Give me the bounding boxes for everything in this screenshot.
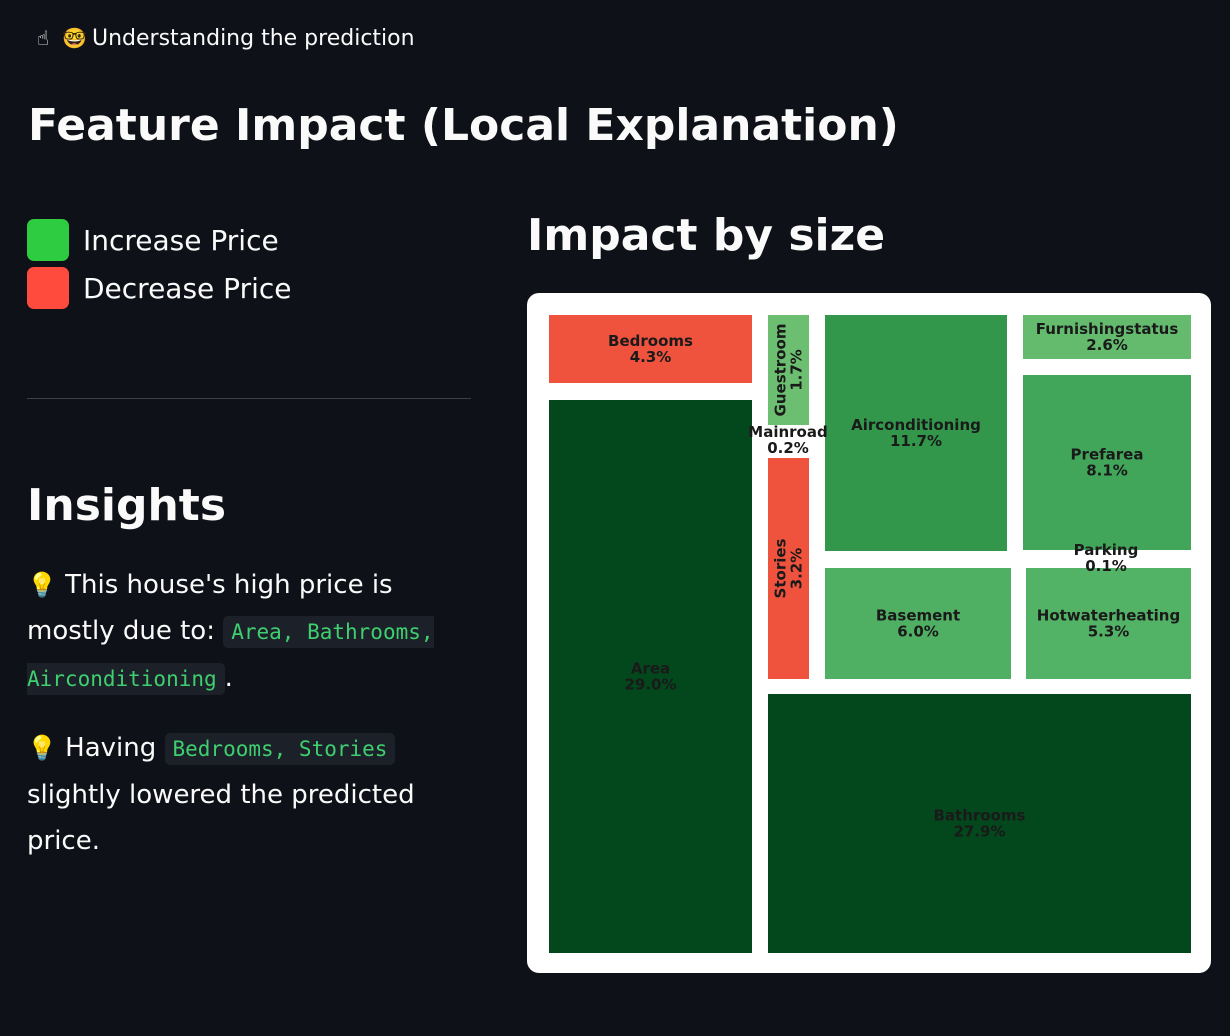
insight-1-prefix: This house's high price is mostly due to… [27,570,393,646]
treemap-tile-guestroom [768,315,809,425]
legend-item-increase: Increase Price [27,216,291,264]
treemap-label-prefarea: Prefarea 8.1% [1071,446,1144,480]
treemap-tile-parking [1023,550,1191,568]
treemap-tile-prefarea [1023,375,1191,550]
treemap-label-mainroad: Mainroad 0.2% [748,423,827,457]
treemap-tile-basement [825,568,1011,679]
treemap-tile-area [549,400,752,953]
lightbulb-icon: 💡 [27,734,57,762]
lightbulb-icon: 💡 [27,571,57,599]
legend-label-increase: Increase Price [83,223,279,257]
treemap-label-stories: Stories3.2% [772,538,806,598]
treemap-panel: Area 29.0% Bathrooms 27.9% Airconditioning 11… [527,293,1211,973]
chart-title: Impact by size [527,210,886,261]
treemap-label-furnishingstatus: Furnishingstatus 2.6% [1036,320,1179,354]
treemap-chart: Area 29.0% Bathrooms 27.9% Airconditioning 11… [549,315,1191,953]
treemap-tile-bathrooms [768,694,1191,953]
page-header: ☝ 🤓 Understanding the prediction [32,22,415,54]
pointing-finger-icon: ☝ [36,26,50,50]
treemap-label-parking: Parking 0.1% [1074,541,1139,575]
treemap-label-basement: Basement 6.0% [876,607,960,641]
legend-item-decrease: Decrease Price [27,264,291,312]
insights-title: Insights [27,480,227,531]
treemap-label-airconditioning: Airconditioning 11.7% [851,416,981,450]
page-title: Feature Impact (Local Explanation) [28,100,899,151]
treemap-label-area: Area 29.0% [624,660,676,694]
treemap-tile-airconditioning [825,315,1007,551]
insight-1: 💡 This house's high price is mostly due … [27,562,467,702]
legend: Increase Price Decrease Price [27,216,291,312]
increase-swatch [27,219,69,261]
header-text: Understanding the prediction [92,25,415,51]
insight-2: 💡 Having Bedrooms, Stories slightly lowe… [27,725,467,864]
treemap-label-bathrooms: Bathrooms 27.9% [934,807,1026,841]
insight-2-suffix: slightly lowered the predicted price. [27,780,415,856]
treemap-label-bedrooms: Bedrooms 4.3% [608,332,693,366]
insight-2-code: Bedrooms, Stories [164,733,396,765]
nerd-face-icon: 🤓 [62,26,87,50]
treemap-tile-bedrooms [549,315,752,383]
treemap-label-hotwaterheating: Hotwaterheating 5.3% [1037,607,1180,641]
treemap-tile-mainroad [768,425,809,458]
treemap-tile-furnishingstatus [1023,315,1191,359]
treemap-tile-hotwaterheating [1026,568,1191,679]
legend-label-decrease: Decrease Price [83,271,292,305]
divider [27,398,471,399]
treemap-tile-stories [768,458,809,679]
insight-2-prefix: Having [65,733,157,763]
decrease-swatch [27,267,69,309]
treemap-label-guestroom: Guestroom1.7% [772,324,806,417]
insight-1-suffix: . [224,663,233,693]
